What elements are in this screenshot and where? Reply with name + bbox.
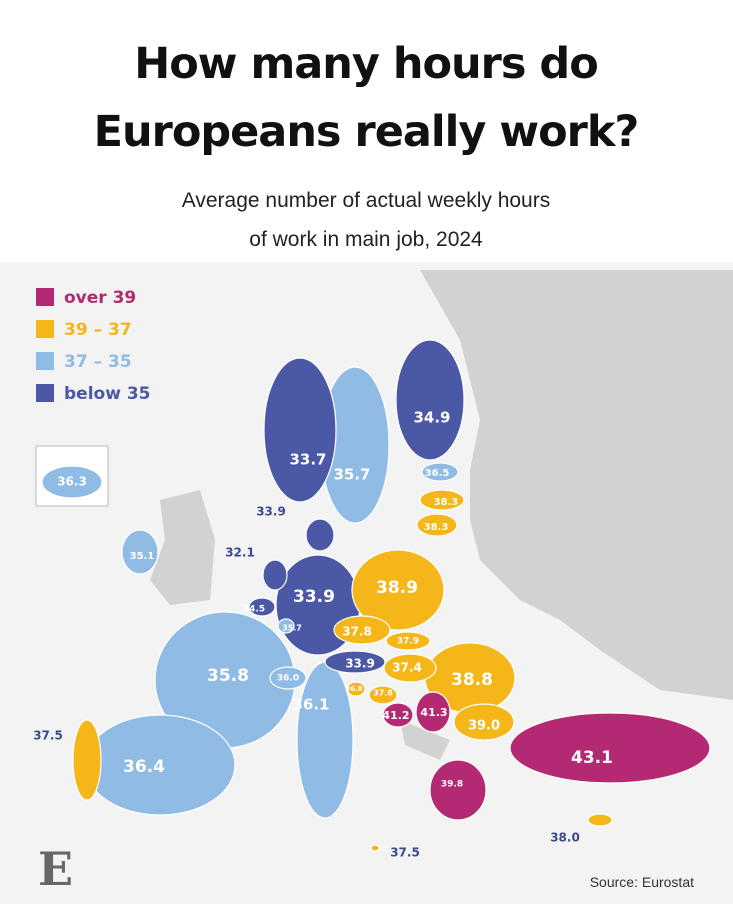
country-value: 38.3 (424, 522, 449, 533)
subtitle-line: of work in main job, 2024 (249, 228, 483, 251)
country-value: 34.9 (413, 409, 450, 427)
country-shape (248, 597, 276, 617)
country-value: 41.2 (382, 709, 409, 722)
map (41, 339, 711, 852)
country-value: 32.1 (225, 546, 255, 560)
country-value: 33.7 (289, 451, 326, 469)
legend-swatch (36, 320, 54, 338)
country-shape (453, 703, 515, 741)
country-value: 33.9 (345, 657, 375, 671)
country-value: 41.3 (420, 706, 447, 719)
country-shape (262, 559, 288, 591)
legend-swatch (36, 384, 54, 402)
country-shape (395, 339, 465, 461)
country-shape (415, 691, 451, 733)
country-value: 35.8 (207, 666, 249, 686)
land-east (420, 270, 733, 700)
title-line: Europeans really work? (94, 107, 639, 157)
land-russia (640, 460, 733, 600)
land-balkans (400, 720, 450, 760)
country-value: 36.0 (277, 674, 299, 684)
country-shape (509, 712, 711, 784)
country-value: 36.4 (123, 757, 165, 777)
country-value: 39.8 (441, 780, 463, 790)
country-shape (429, 759, 487, 821)
country-value: 37.8 (373, 689, 393, 698)
source: Source: Eurostat (590, 874, 694, 890)
title-line: How many hours do (134, 39, 598, 89)
country-shape (370, 844, 380, 852)
country-shape (41, 465, 103, 499)
country-value: 35.7 (282, 624, 302, 633)
country-shape (587, 813, 613, 827)
legend-label: 37 – 35 (64, 352, 132, 372)
country-shape (385, 631, 431, 651)
legend: over 39 39 – 37 37 – 35 below 35 (36, 288, 151, 404)
country-shape (368, 685, 398, 705)
country-value: 36.1 (292, 696, 329, 714)
country-value: 38.9 (376, 578, 418, 598)
country-value: 38.0 (550, 831, 580, 845)
country-value: 38.3 (434, 497, 459, 508)
country-shape (324, 650, 386, 674)
country-shape (383, 653, 437, 683)
country-shape (421, 462, 459, 482)
map-labels: 36.3 35.1 33.7 35.7 34.9 36.5 38.3 38.3 33.9 32.1… (33, 409, 613, 860)
country-value: 36.5 (425, 468, 450, 479)
country-shape (382, 702, 414, 728)
country-shape (346, 681, 366, 697)
country-value: 33.9 (293, 587, 335, 607)
land-britain (150, 490, 215, 605)
country-value: 39.0 (468, 719, 500, 734)
legend-label: below 35 (64, 384, 151, 404)
country-value: 33.9 (256, 505, 286, 519)
country-value: 35.1 (130, 551, 155, 562)
country-shape (269, 666, 307, 690)
country-value: 37.8 (342, 625, 372, 639)
country-value: 37.9 (397, 637, 419, 647)
country-shape (305, 518, 335, 552)
legend-label: 39 – 37 (64, 320, 132, 340)
country-value: 37.4 (392, 661, 422, 675)
country-shape (72, 719, 102, 801)
country-value: 36.3 (57, 475, 87, 489)
legend-label: over 39 (64, 288, 136, 308)
logo: E (38, 842, 73, 896)
country-shape (416, 513, 458, 537)
country-shape (333, 615, 391, 645)
country-shape (351, 549, 445, 631)
country-value: 35.7 (333, 466, 370, 484)
country-value: 36.8 (345, 685, 362, 693)
country-shape (121, 529, 159, 575)
country-shape (277, 618, 295, 634)
legend-swatch (36, 288, 54, 306)
country-shape (419, 489, 465, 511)
country-value: 38.8 (451, 670, 493, 690)
country-value: 43.1 (571, 748, 613, 768)
subtitle-line: Average number of actual weekly hours (182, 189, 550, 212)
legend-swatch (36, 352, 54, 370)
country-shape (263, 357, 337, 503)
country-value: 37.5 (390, 846, 420, 860)
country-value: 34.5 (243, 605, 265, 615)
country-value: 37.5 (33, 729, 63, 743)
